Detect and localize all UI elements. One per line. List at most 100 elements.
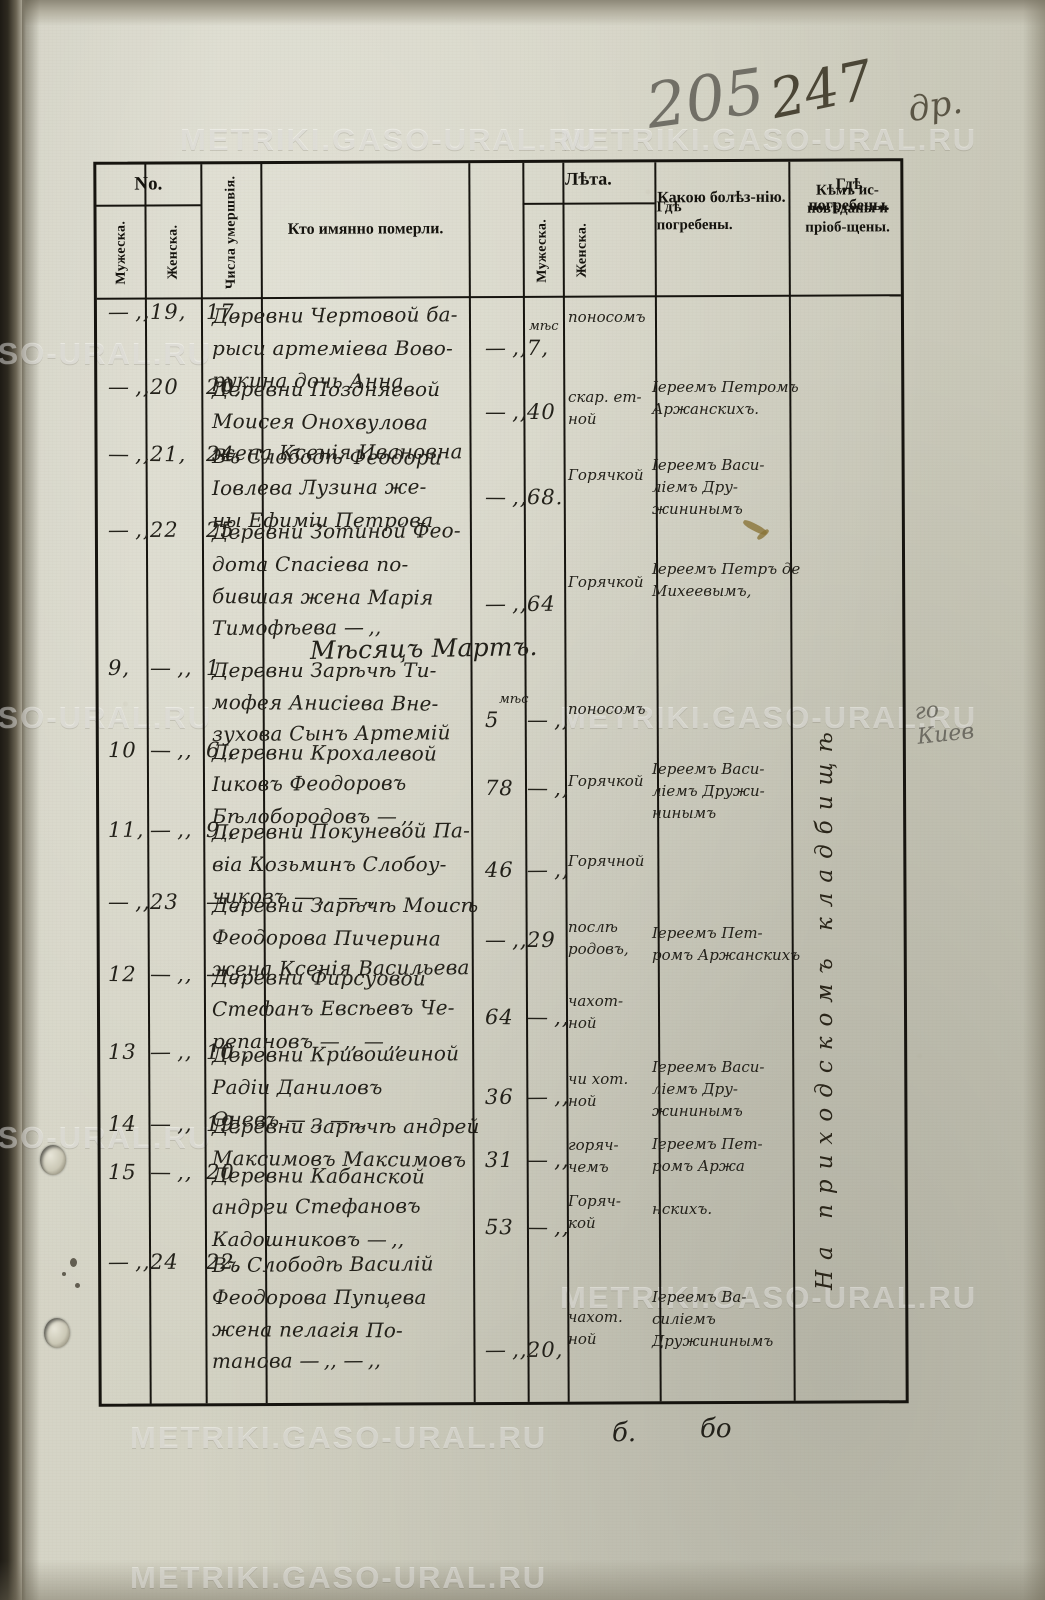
cell-no-male: 13 xyxy=(107,1039,137,1064)
cell-no-male: — ,, xyxy=(107,442,151,467)
cell-no-female: — ,, xyxy=(149,1160,193,1185)
col-sep-name xyxy=(468,163,476,1403)
where-buried-line2: погребены. xyxy=(808,196,890,214)
header-years-group: Лѣта. xyxy=(564,168,612,189)
where-buried-line1: Гдѣ xyxy=(835,176,863,193)
cell-name-line: дота Спасіева по- xyxy=(212,552,409,576)
header-no-group: No. xyxy=(134,173,163,195)
book-binding-edge xyxy=(0,0,26,1600)
header-years-female: Женска. xyxy=(574,223,590,279)
cell-confessed-by-line: ліемъ Дру- xyxy=(652,478,738,496)
binding-hole-lower xyxy=(44,1318,70,1348)
cell-age-female: — ,, xyxy=(526,1084,570,1109)
cell-no-male: — ,, xyxy=(108,890,151,914)
page-bottom-edge xyxy=(0,1560,1045,1600)
cell-name-line: Бѣлобородовъ — ,, xyxy=(212,804,415,828)
age-unit-months: мѣс xyxy=(499,692,529,707)
cell-confessed-by-line: нинымъ xyxy=(652,804,717,822)
cell-age-female: 68. xyxy=(526,485,564,510)
cell-age-male: 5 xyxy=(485,708,500,732)
cell-name-line: мофея Анисіева Вне- xyxy=(211,690,439,716)
footer-mark-left: б. xyxy=(612,1418,637,1448)
header-years-male: Мужеска. xyxy=(534,218,550,283)
paper-speck xyxy=(70,1258,77,1267)
cell-name-line: Іовлева Лузина же- xyxy=(211,474,427,500)
footer-mark-right: бо xyxy=(700,1414,732,1444)
paper-speck xyxy=(62,1272,66,1276)
cell-no-female: — ,, xyxy=(149,817,193,842)
cell-no-female: — ,, xyxy=(150,656,193,680)
cell-confessed-by-line: Аржанскихъ. xyxy=(652,400,760,418)
cell-name-line: Феодорова Пичерина xyxy=(211,925,442,951)
cell-no-male: 15 xyxy=(107,1160,137,1185)
cell-no-male: 11, xyxy=(107,817,145,842)
cell-name-line: Деревни Кривошеиной xyxy=(211,1041,460,1067)
cell-age-male: 46 xyxy=(484,857,514,882)
foliation-mark: др. xyxy=(904,81,966,131)
header-where-buried-label: Гдѣ погребены. xyxy=(790,175,908,217)
cell-age-female: 7, xyxy=(526,335,550,360)
cell-name-line: Іиковъ Феодоровъ xyxy=(211,770,407,796)
cell-age-male: 78 xyxy=(484,776,514,801)
book-binding-shadow xyxy=(22,0,40,1600)
cell-illness-line: послѣ xyxy=(568,918,618,936)
cell-no-male: — ,, xyxy=(107,517,151,542)
cell-confessed-by-line: жининымъ xyxy=(652,1102,743,1120)
page-right-edge xyxy=(1023,0,1045,1600)
cell-confessed-by-line: Іереемъ Пет- xyxy=(652,1135,763,1153)
cell-age-female: 20, xyxy=(526,1337,564,1362)
cell-no-male: — ,, xyxy=(107,299,151,324)
cell-illness-line: ной xyxy=(568,410,597,428)
cell-illness-line: Горячной xyxy=(568,852,645,870)
cell-confessed-by-line: Іереемъ Петромъ xyxy=(652,378,799,396)
cell-confessed-by-line: ліемъ Дру- xyxy=(652,1080,738,1098)
col-sep-no-male xyxy=(144,164,152,1404)
cell-age-female: — ,, xyxy=(527,1148,570,1172)
cell-name-line: рыси артеміева Вово- xyxy=(212,336,453,360)
month-heading: Мѣсяцъ Мартъ. xyxy=(309,632,538,665)
cell-no-female: 22 xyxy=(149,517,179,542)
cell-no-female: 23 xyxy=(150,890,179,914)
cell-illness-line: ной xyxy=(568,1330,597,1348)
cell-age-female: — ,, xyxy=(526,776,570,801)
cell-illness-line: чахот- xyxy=(568,992,624,1010)
cell-illness-line: скар. ет- xyxy=(568,388,642,406)
cell-no-female: 19, xyxy=(149,299,187,324)
cell-name-line: Стефанъ Евсѣевъ Че- xyxy=(211,995,455,1021)
cell-day-died: 1. xyxy=(206,656,229,680)
cell-name-line: Моисея Онохвулова xyxy=(211,409,429,435)
cell-no-female: 24 xyxy=(149,1249,179,1274)
cell-name-line: Деревни Зарѣчѣ Ти- xyxy=(212,658,437,682)
col-sep-no-female xyxy=(200,164,208,1404)
cell-age-male: 64 xyxy=(484,1005,514,1030)
watermark: METRIKI.GASO-URAL.RU xyxy=(130,1420,548,1455)
cell-confessed-by-line: Михеевымъ, xyxy=(652,582,752,600)
cell-name-line: Деревни Фирсуовой xyxy=(211,965,426,991)
cell-age-male: — ,, xyxy=(484,591,528,616)
cell-confessed-by-line: Іереемъ Васи- xyxy=(652,760,765,778)
header-day-died: Числа умершвія. xyxy=(223,175,239,290)
header-no-male: Мужеска. xyxy=(113,220,129,285)
cell-day-died: 19, xyxy=(206,1112,243,1136)
cell-age-male: — ,, xyxy=(485,928,528,952)
cell-illness-line: чахот. xyxy=(568,1308,623,1326)
cell-age-male: 53 xyxy=(484,1215,514,1240)
paper-speck xyxy=(75,1283,80,1288)
cell-confessed-by-line: Дружининымъ xyxy=(652,1332,774,1350)
cell-illness-line: Горячкой xyxy=(568,772,644,790)
cell-confessed-by-line: Іереемъ Петръ де xyxy=(652,560,801,578)
cell-illness-line: Горячкой xyxy=(568,573,644,591)
cell-age-male: — ,, xyxy=(484,1337,528,1362)
cell-name-line: Радіи Даниловъ xyxy=(212,1075,383,1099)
header-who-died: Кто имянно померли. xyxy=(287,220,444,238)
cell-no-female: 20 xyxy=(150,375,179,399)
cell-illness-line: кой xyxy=(568,1214,596,1232)
cell-name-line: Деревни Поздняевой xyxy=(212,377,441,401)
cell-name-line: танова — ,, — ,, xyxy=(211,1347,382,1373)
cell-illness-line: родовъ, xyxy=(568,940,629,958)
cell-no-female: — ,, xyxy=(149,962,193,987)
cell-illness-line: поносомъ xyxy=(568,700,646,718)
cell-confessed-by-line: Іереемъ Васи- xyxy=(652,456,765,474)
cell-confessed-by-line: Іереемъ Пет- xyxy=(652,924,763,942)
